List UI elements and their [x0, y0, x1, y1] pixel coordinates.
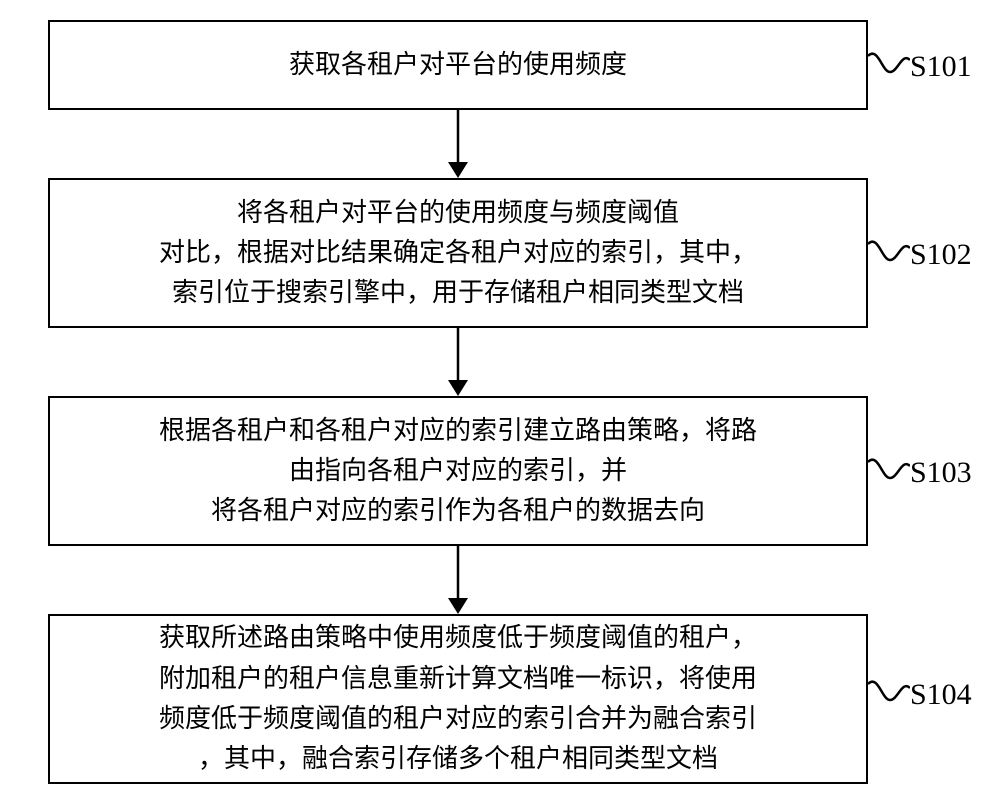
step-text: 获取所述路由策略中使用频度低于频度阈值的租户， 附加租户的租户信息重新计算文档唯… — [159, 618, 757, 779]
step-box-s103: 根据各租户和各租户对应的索引建立路由策略，将路 由指向各租户对应的索引，并 将各… — [48, 396, 868, 546]
step-label-s101: S101 — [910, 50, 972, 84]
step-text: 将各租户对平台的使用频度与频度阈值 对比，根据对比结果确定各租户对应的索引，其中… — [159, 193, 757, 314]
step-label-s104: S104 — [910, 678, 972, 712]
tilde-s101 — [868, 50, 910, 80]
tilde-s103 — [868, 456, 910, 486]
step-box-s101: 获取各租户对平台的使用频度 — [48, 20, 868, 110]
step-box-s104: 获取所述路由策略中使用频度低于频度阈值的租户， 附加租户的租户信息重新计算文档唯… — [48, 614, 868, 784]
tilde-s102 — [868, 238, 910, 268]
step-box-s102: 将各租户对平台的使用频度与频度阈值 对比，根据对比结果确定各租户对应的索引，其中… — [48, 178, 868, 328]
tilde-s104 — [868, 678, 910, 708]
step-text: 根据各租户和各租户对应的索引建立路由策略，将路 由指向各租户对应的索引，并 将各… — [159, 411, 757, 532]
arrow-s101-s102 — [448, 110, 468, 178]
flowchart-canvas: 获取各租户对平台的使用频度 S101 将各租户对平台的使用频度与频度阈值 对比，… — [0, 0, 1000, 788]
arrow-s103-s104 — [448, 546, 468, 614]
step-label-s103: S103 — [910, 456, 972, 490]
step-text: 获取各租户对平台的使用频度 — [289, 45, 627, 85]
step-label-s102: S102 — [910, 238, 972, 272]
arrow-s102-s103 — [448, 328, 468, 396]
